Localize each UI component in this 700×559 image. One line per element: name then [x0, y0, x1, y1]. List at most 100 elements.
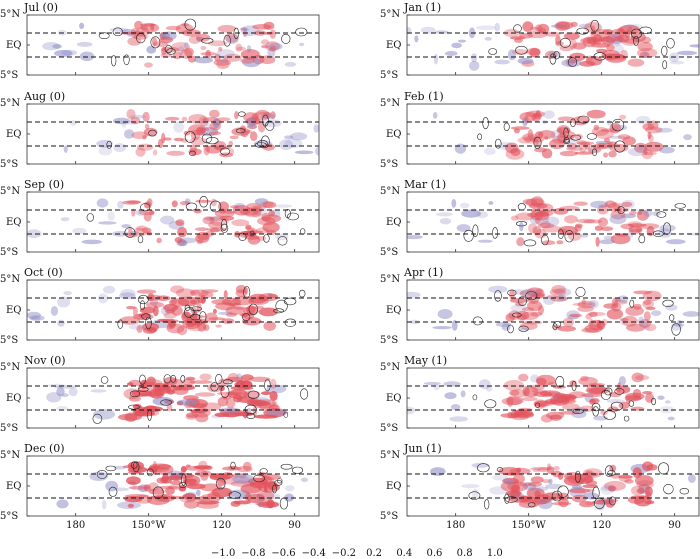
positive-anomaly-blob: [608, 150, 617, 158]
positive-anomaly-blob: [587, 146, 602, 154]
lat-label: 5°N: [0, 450, 21, 461]
negative-anomaly-blob: [196, 489, 201, 496]
negative-anomaly-blob: [56, 386, 65, 397]
negative-anomaly-blob: [267, 42, 283, 51]
significance-contour: [277, 236, 288, 246]
significance-contour: [628, 400, 635, 407]
positive-anomaly-blob: [625, 392, 645, 401]
positive-anomaly-blob: [171, 200, 178, 208]
positive-anomaly-blob: [148, 388, 165, 399]
negative-anomaly-blob: [519, 327, 529, 331]
negative-anomaly-blob: [57, 296, 71, 308]
negative-anomaly-blob: [265, 409, 289, 416]
positive-anomaly-blob: [542, 225, 563, 233]
positive-anomaly-blob: [521, 311, 539, 321]
panel-field: [42, 18, 308, 69]
positive-anomaly-blob: [530, 466, 553, 471]
positive-anomaly-blob: [531, 499, 547, 505]
significance-contour: [517, 203, 526, 211]
positive-anomaly-blob: [174, 236, 183, 244]
panel-title: Apr (1): [404, 266, 444, 279]
positive-anomaly-blob: [139, 306, 156, 314]
significance-contour: [679, 488, 689, 495]
lat-label: EQ: [386, 393, 402, 404]
significance-contour: [215, 374, 223, 385]
significance-contour: [575, 470, 581, 483]
negative-anomaly-blob: [284, 138, 303, 149]
positive-anomaly-blob: [227, 372, 239, 383]
significance-contour: [273, 308, 285, 314]
panel-title: Mar (1): [404, 178, 447, 191]
significance-contour: [484, 399, 497, 409]
lat-label: 5°S: [380, 511, 399, 522]
significance-contour: [472, 394, 478, 401]
negative-anomaly-blob: [96, 198, 109, 208]
positive-anomaly-blob: [214, 53, 221, 62]
significance-contour: [666, 38, 675, 49]
positive-anomaly-blob: [216, 117, 231, 122]
positive-anomaly-blob: [170, 285, 185, 294]
negative-anomaly-blob: [545, 216, 560, 227]
significance-contour: [150, 36, 161, 49]
negative-anomaly-blob: [528, 486, 549, 492]
positive-anomaly-blob: [519, 482, 532, 487]
lat-label: EQ: [386, 481, 402, 492]
positive-anomaly-blob: [250, 228, 255, 236]
significance-contour: [291, 466, 304, 474]
significance-contour: [551, 490, 563, 502]
negative-anomaly-blob: [517, 57, 534, 65]
positive-anomaly-blob: [616, 27, 625, 36]
positive-anomaly-blob: [262, 221, 280, 233]
significance-contour: [246, 413, 256, 419]
significance-contour: [242, 313, 251, 321]
significance-contour: [607, 470, 616, 476]
positive-anomaly-blob: [579, 500, 595, 508]
negative-anomaly-blob: [109, 27, 129, 32]
negative-anomaly-blob: [510, 304, 528, 313]
significance-contour: [592, 406, 599, 417]
panel-field: [27, 196, 306, 247]
negative-anomaly-blob: [617, 295, 629, 303]
negative-anomaly-blob: [548, 478, 553, 485]
negative-anomaly-blob: [454, 143, 467, 154]
positive-anomaly-blob: [583, 476, 594, 484]
lat-label: EQ: [6, 393, 22, 404]
significance-contour: [572, 408, 584, 415]
significance-contour: [463, 229, 474, 242]
negative-anomaly-blob: [232, 473, 255, 485]
significance-contour: [563, 127, 569, 139]
positive-anomaly-blob: [636, 48, 658, 58]
positive-anomaly-blob: [134, 225, 149, 236]
significance-contour: [651, 397, 656, 406]
positive-anomaly-blob: [593, 124, 600, 131]
positive-anomaly-blob: [591, 500, 614, 505]
significance-contour: [630, 28, 643, 39]
positive-anomaly-blob: [627, 495, 646, 504]
positive-anomaly-blob: [144, 201, 152, 209]
lat-label: 5°S: [380, 247, 399, 258]
positive-anomaly-blob: [128, 395, 141, 402]
negative-anomaly-blob: [56, 499, 69, 509]
positive-anomaly-blob: [627, 223, 647, 228]
positive-anomaly-blob: [189, 289, 200, 295]
significance-contour: [656, 211, 667, 218]
positive-anomaly-blob: [597, 217, 609, 227]
panel-4: [26, 367, 320, 429]
positive-anomaly-blob: [258, 307, 278, 317]
negative-anomaly-blob: [68, 387, 78, 397]
positive-anomaly-blob: [255, 109, 270, 121]
positive-anomaly-blob: [165, 116, 180, 121]
positive-anomaly-blob: [144, 62, 153, 68]
negative-anomaly-blob: [76, 41, 93, 47]
positive-anomaly-blob: [572, 302, 593, 306]
positive-anomaly-blob: [541, 148, 553, 159]
positive-anomaly-blob: [644, 323, 657, 332]
positive-anomaly-blob: [219, 408, 245, 417]
negative-anomaly-blob: [522, 118, 528, 127]
positive-anomaly-blob: [177, 227, 188, 238]
positive-anomaly-blob: [580, 375, 589, 382]
positive-anomaly-blob: [186, 483, 206, 490]
positive-anomaly-blob: [604, 137, 610, 143]
positive-anomaly-blob: [195, 199, 212, 203]
positive-anomaly-blob: [535, 374, 556, 386]
